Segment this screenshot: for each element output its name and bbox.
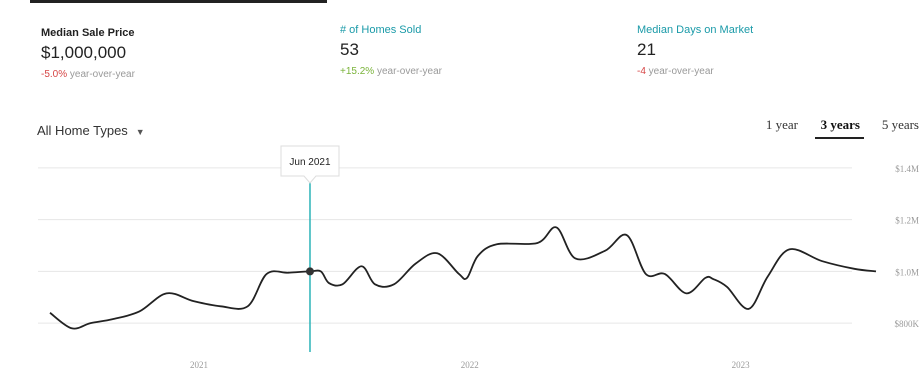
tooltip-label: Jun 2021 bbox=[289, 157, 331, 168]
stat-value: 53 bbox=[340, 40, 359, 59]
change-value: -4 bbox=[637, 66, 646, 77]
range-3-years[interactable]: 3 years bbox=[820, 117, 860, 132]
stat-label: # of Homes Sold bbox=[340, 24, 422, 36]
stat-value: 21 bbox=[637, 40, 656, 59]
x-tick-label: 2021 bbox=[190, 360, 208, 370]
change-suffix: year-over-year bbox=[67, 69, 135, 80]
stat-median-sale-price[interactable]: Median Sale Price $1,000,000 -5.0% year-… bbox=[30, 0, 327, 95]
change-suffix: year-over-year bbox=[645, 66, 714, 77]
stat-days-on-market[interactable]: Median Days on Market 21 -4 year-over-ye… bbox=[630, 0, 910, 92]
chevron-down-icon: ▼ bbox=[135, 127, 145, 137]
range-1-year[interactable]: 1 year bbox=[765, 117, 798, 132]
highlight-point bbox=[305, 267, 314, 276]
range-5-years[interactable]: 5 years bbox=[881, 117, 919, 132]
stat-homes-sold[interactable]: # of Homes Sold 53 +15.2% year-over-year bbox=[330, 0, 620, 92]
y-tick-label: $1.0M bbox=[895, 267, 919, 277]
home-type-dropdown[interactable]: All Home Types ▼ bbox=[37, 123, 145, 138]
price-series-line bbox=[49, 226, 877, 330]
change-suffix: year-over-year bbox=[374, 66, 443, 77]
home-type-label: All Home Types bbox=[37, 123, 128, 138]
change-value: -5.0% bbox=[41, 69, 68, 80]
stat-change: +15.2% year-over-year bbox=[340, 66, 442, 77]
tooltip-box bbox=[280, 145, 340, 184]
selected-range-underline bbox=[815, 137, 864, 139]
stat-value: $1,000,000 bbox=[41, 43, 127, 62]
stat-label: Median Days on Market bbox=[637, 24, 754, 36]
change-value: +15.2% bbox=[340, 66, 375, 77]
stat-label: Median Sale Price bbox=[41, 27, 135, 39]
x-tick-label: 2023 bbox=[732, 360, 751, 370]
y-tick-label: $1.4M bbox=[895, 164, 919, 174]
y-tick-label: $800K bbox=[895, 319, 920, 329]
x-tick-label: 2022 bbox=[461, 360, 479, 370]
stat-change: -5.0% year-over-year bbox=[41, 69, 135, 80]
y-tick-label: $1.2M bbox=[895, 216, 919, 226]
stat-change: -4 year-over-year bbox=[637, 66, 714, 77]
